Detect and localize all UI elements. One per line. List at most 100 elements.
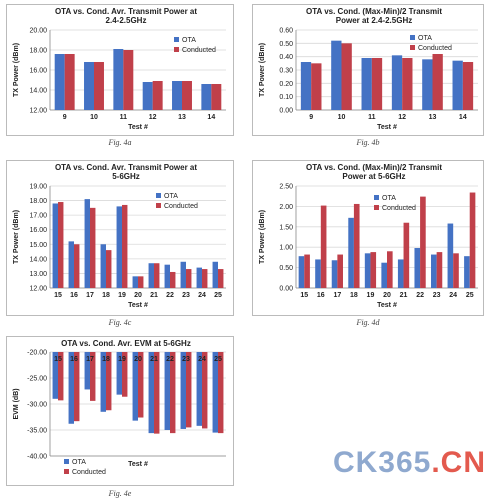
bar-ota bbox=[84, 62, 94, 110]
y-axis-label: TX Power (dBm) bbox=[259, 43, 266, 97]
bar-ota bbox=[361, 58, 372, 110]
bar-conducted bbox=[90, 207, 96, 288]
bar-ota bbox=[68, 241, 74, 288]
x-tick-label: 19 bbox=[118, 356, 126, 363]
chart-4e: OTA vs. Cond. Avr. EVM at 5-6GHz -40.00 -3… bbox=[6, 336, 234, 486]
chart-4b-svg: OTA vs. Cond. (Max-Min)/2 TransmitPower … bbox=[252, 4, 484, 136]
legend-label: OTA bbox=[182, 37, 196, 44]
x-tick-label: 19 bbox=[118, 292, 126, 299]
legend-label: Conducted bbox=[164, 203, 198, 210]
bar-conducted bbox=[106, 250, 112, 288]
bar-ota bbox=[132, 276, 138, 288]
x-tick-label: 23 bbox=[182, 292, 190, 299]
bar-ota bbox=[164, 352, 170, 430]
y-tick-label: 0.50 bbox=[279, 265, 293, 272]
x-tick-label: 9 bbox=[309, 114, 313, 121]
x-tick-label: 18 bbox=[102, 356, 110, 363]
y-tick-label: 0.30 bbox=[279, 68, 293, 75]
x-tick-label: 23 bbox=[182, 356, 190, 363]
bar-ota bbox=[452, 60, 463, 110]
legend-label: Conducted bbox=[418, 45, 452, 52]
x-tick-label: 10 bbox=[90, 114, 98, 121]
legend-swatch bbox=[64, 459, 69, 464]
y-tick-label: 16.00 bbox=[29, 68, 47, 75]
chart-subtitle: 5-6GHz bbox=[112, 172, 140, 181]
bar-ota bbox=[196, 352, 202, 426]
bar-conducted bbox=[304, 254, 310, 288]
legend-label: OTA bbox=[418, 35, 432, 42]
bar-ota bbox=[148, 352, 154, 434]
bar-conducted bbox=[170, 271, 176, 288]
legend-swatch bbox=[374, 205, 379, 210]
chart-subtitle: Power at 5-6GHz bbox=[342, 172, 405, 181]
legend-label: OTA bbox=[72, 459, 86, 466]
bar-ota bbox=[142, 82, 153, 110]
y-tick-label: 0.50 bbox=[279, 41, 293, 48]
x-tick-label: 19 bbox=[367, 292, 375, 299]
bar-conducted bbox=[122, 352, 128, 397]
x-tick-label: 21 bbox=[150, 356, 158, 363]
x-tick-label: 17 bbox=[86, 292, 94, 299]
bar-conducted bbox=[154, 352, 160, 434]
fig-caption-4e: Fig. 4e bbox=[108, 489, 132, 498]
bar-conducted bbox=[432, 54, 443, 110]
bar-conducted bbox=[211, 84, 222, 110]
bar-ota bbox=[84, 352, 90, 390]
x-axis-label: Test # bbox=[128, 461, 148, 468]
y-tick-label: 14.00 bbox=[29, 88, 47, 95]
bar-conducted bbox=[154, 263, 160, 288]
y-tick-label: 12.00 bbox=[29, 108, 47, 115]
legend-swatch bbox=[410, 45, 415, 50]
x-tick-label: 24 bbox=[198, 292, 206, 299]
bar-conducted bbox=[371, 58, 383, 110]
bar-conducted bbox=[123, 50, 134, 110]
x-tick-label: 16 bbox=[317, 292, 325, 299]
bar-conducted bbox=[453, 253, 459, 288]
y-tick-label: 1.00 bbox=[279, 245, 293, 252]
bar-conducted bbox=[94, 62, 104, 110]
x-tick-label: 20 bbox=[134, 292, 142, 299]
legend-swatch bbox=[410, 35, 415, 40]
site-watermark-logo: CK365.CN bbox=[333, 446, 486, 480]
legend-label: OTA bbox=[164, 193, 178, 200]
bar-ota bbox=[298, 256, 305, 288]
x-tick-label: 15 bbox=[300, 292, 308, 299]
y-tick-label: 18.00 bbox=[29, 48, 47, 55]
bar-conducted bbox=[58, 202, 64, 288]
x-tick-label: 14 bbox=[207, 114, 215, 121]
bar-ota bbox=[331, 260, 338, 288]
y-axis-label: EVM (dB) bbox=[13, 388, 20, 419]
bar-conducted bbox=[90, 352, 96, 401]
x-tick-label: 23 bbox=[433, 292, 441, 299]
bar-ota bbox=[132, 352, 138, 421]
bar-conducted bbox=[186, 352, 192, 428]
bar-ota bbox=[196, 267, 202, 288]
bar-conducted bbox=[403, 222, 410, 288]
bar-ota bbox=[116, 206, 122, 288]
bar-conducted bbox=[311, 63, 322, 110]
y-tick-label: 14.00 bbox=[29, 256, 47, 263]
y-tick-label: 16.00 bbox=[29, 227, 47, 234]
bar-conducted bbox=[387, 251, 393, 288]
y-tick-label: 18.00 bbox=[29, 198, 47, 205]
bar-ota bbox=[212, 352, 218, 433]
bar-conducted bbox=[138, 352, 144, 418]
bar-ota bbox=[212, 261, 218, 288]
chart-4a: OTA vs. Cond. Avr. Transmit Power at 2.4-… bbox=[6, 4, 234, 136]
bar-ota bbox=[164, 264, 170, 288]
chart-4c: OTA vs. Cond. Avr. Transmit Power at 5-6G… bbox=[6, 160, 234, 316]
x-tick-label: 20 bbox=[134, 356, 142, 363]
chart-subtitle: 2.4-2.5GHz bbox=[106, 16, 147, 25]
y-tick-label: -35.00 bbox=[27, 428, 47, 435]
chart-4b: OTA vs. Cond. (Max-Min)/2 Transmit Power … bbox=[252, 4, 484, 136]
y-tick-label: 0.40 bbox=[279, 54, 293, 61]
bar-ota bbox=[116, 352, 122, 395]
bar-ota bbox=[381, 262, 387, 288]
x-tick-label: 21 bbox=[400, 292, 408, 299]
bar-conducted bbox=[337, 254, 343, 288]
bar-ota bbox=[447, 223, 454, 288]
bar-ota bbox=[180, 261, 186, 288]
x-tick-label: 12 bbox=[398, 114, 406, 121]
bar-conducted bbox=[152, 81, 163, 110]
chart-title: OTA vs. Cond. (Max-Min)/2 Transmit bbox=[306, 163, 442, 172]
